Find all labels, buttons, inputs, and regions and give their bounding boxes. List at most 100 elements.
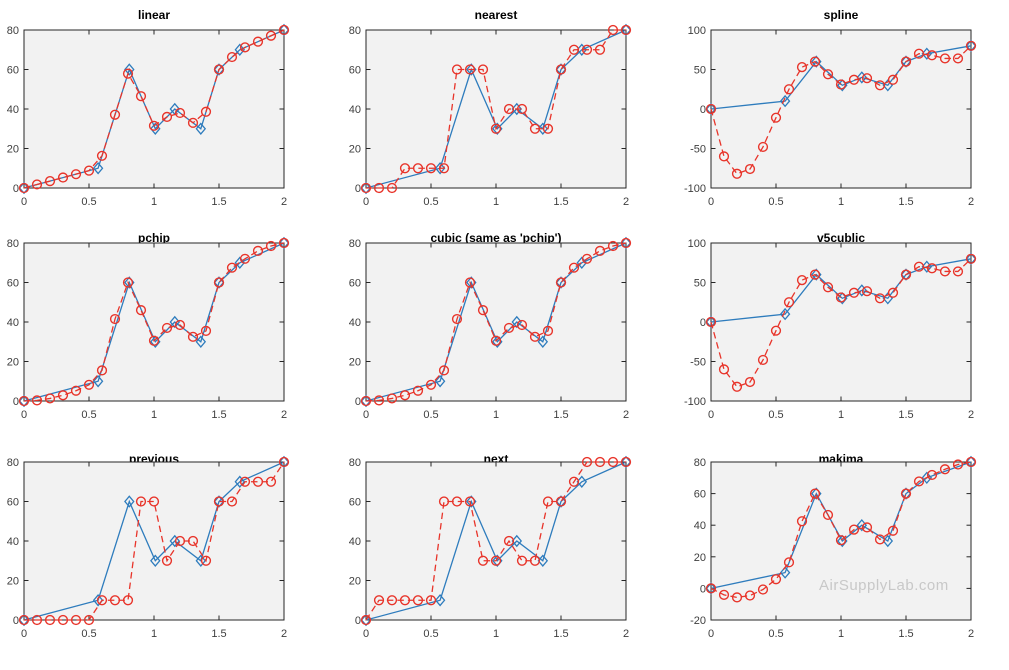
svg-text:60: 60 [7, 65, 19, 77]
svg-text:1.5: 1.5 [898, 196, 913, 208]
subplot-makima: makima 0 0.5 1 1.5 2 -20 0 20 40 60 80 AirSupplyLa… [672, 446, 1009, 670]
svg-text:80: 80 [7, 25, 19, 37]
svg-text:0: 0 [355, 615, 361, 627]
svg-text:80: 80 [349, 238, 361, 250]
svg-text:1.5: 1.5 [898, 409, 913, 421]
svg-text:2: 2 [281, 409, 287, 421]
svg-text:0: 0 [700, 583, 706, 595]
svg-text:1: 1 [151, 196, 157, 208]
svg-text:20: 20 [7, 357, 19, 369]
svg-text:100: 100 [688, 238, 706, 250]
svg-text:40: 40 [349, 317, 361, 329]
svg-text:1: 1 [838, 628, 844, 640]
svg-text:80: 80 [349, 25, 361, 37]
svg-text:20: 20 [7, 144, 19, 156]
svg-text:0: 0 [700, 104, 706, 116]
svg-text:0: 0 [700, 317, 706, 329]
svg-text:80: 80 [7, 457, 19, 469]
svg-text:20: 20 [694, 552, 706, 564]
svg-text:80: 80 [349, 457, 361, 469]
svg-text:0.5: 0.5 [768, 196, 783, 208]
svg-text:0: 0 [13, 396, 19, 408]
svg-text:1.5: 1.5 [211, 196, 226, 208]
svg-text:2: 2 [623, 196, 629, 208]
svg-text:-50: -50 [690, 144, 706, 156]
svg-text:0: 0 [708, 409, 714, 421]
svg-text:0: 0 [363, 196, 369, 208]
svg-text:50: 50 [694, 278, 706, 290]
svg-text:60: 60 [7, 278, 19, 290]
svg-text:2: 2 [623, 628, 629, 640]
svg-text:80: 80 [7, 238, 19, 250]
svg-text:2: 2 [968, 409, 974, 421]
svg-text:-100: -100 [684, 183, 706, 195]
svg-text:1: 1 [151, 628, 157, 640]
svg-text:2: 2 [281, 628, 287, 640]
svg-text:1: 1 [838, 409, 844, 421]
svg-text:20: 20 [7, 576, 19, 588]
subplot-previous: previous 0 0.5 1 1.5 2 0 20 40 60 80 [0, 446, 336, 670]
svg-text:50: 50 [694, 65, 706, 77]
svg-text:0: 0 [363, 628, 369, 640]
svg-text:0: 0 [708, 628, 714, 640]
svg-text:-50: -50 [690, 357, 706, 369]
svg-text:40: 40 [349, 536, 361, 548]
svg-text:40: 40 [7, 536, 19, 548]
svg-text:0.5: 0.5 [81, 409, 96, 421]
svg-text:1.5: 1.5 [553, 409, 568, 421]
svg-text:0: 0 [355, 183, 361, 195]
svg-text:1.5: 1.5 [553, 628, 568, 640]
svg-text:-20: -20 [690, 615, 706, 627]
svg-text:2: 2 [281, 196, 287, 208]
svg-text:40: 40 [7, 317, 19, 329]
svg-text:20: 20 [349, 144, 361, 156]
svg-text:0.5: 0.5 [768, 409, 783, 421]
subplot-title: v5cublic [816, 231, 866, 245]
svg-text:1: 1 [493, 409, 499, 421]
subplot-title: spline [823, 8, 859, 22]
subplot-title: nearest [474, 8, 518, 22]
svg-text:0: 0 [21, 409, 27, 421]
svg-text:0.5: 0.5 [768, 628, 783, 640]
svg-text:2: 2 [968, 628, 974, 640]
svg-text:0: 0 [21, 196, 27, 208]
svg-text:60: 60 [7, 497, 19, 509]
svg-text:0.5: 0.5 [423, 409, 438, 421]
subplot-title: linear [137, 8, 170, 22]
svg-text:-100: -100 [684, 396, 706, 408]
svg-text:60: 60 [349, 497, 361, 509]
svg-text:40: 40 [7, 104, 19, 116]
svg-text:0: 0 [21, 628, 27, 640]
svg-text:60: 60 [349, 278, 361, 290]
svg-text:20: 20 [349, 357, 361, 369]
svg-text:1.5: 1.5 [211, 628, 226, 640]
subplot-title: pchip [138, 231, 170, 245]
svg-text:1: 1 [493, 196, 499, 208]
plot-canvas-spline: 0 0.5 1 1.5 2 -100 -50 0 50 100 [684, 25, 977, 208]
svg-text:0: 0 [13, 615, 19, 627]
svg-text:2: 2 [623, 409, 629, 421]
svg-text:1: 1 [838, 196, 844, 208]
subplot-linear: linear 0 0.5 1 1.5 2 0 20 40 60 80 [0, 0, 336, 223]
svg-text:20: 20 [349, 576, 361, 588]
svg-text:0.5: 0.5 [423, 628, 438, 640]
subplot-title: cubic (same as 'pchip') [430, 231, 562, 245]
svg-text:0.5: 0.5 [81, 628, 96, 640]
subplot-v5cublic: v5cublic 0 0.5 1 1.5 2 -100 -50 0 50 100 [672, 223, 1009, 446]
subplot-nearest: nearest 0 0.5 1 1.5 2 0 20 40 60 80 [336, 0, 672, 223]
svg-text:1: 1 [493, 628, 499, 640]
plot-canvas-v5cublic: 0 0.5 1 1.5 2 -100 -50 0 50 100 [684, 238, 977, 421]
svg-text:100: 100 [688, 25, 706, 37]
svg-text:60: 60 [349, 65, 361, 77]
svg-text:0: 0 [708, 196, 714, 208]
svg-text:1.5: 1.5 [553, 196, 568, 208]
svg-text:0: 0 [363, 409, 369, 421]
